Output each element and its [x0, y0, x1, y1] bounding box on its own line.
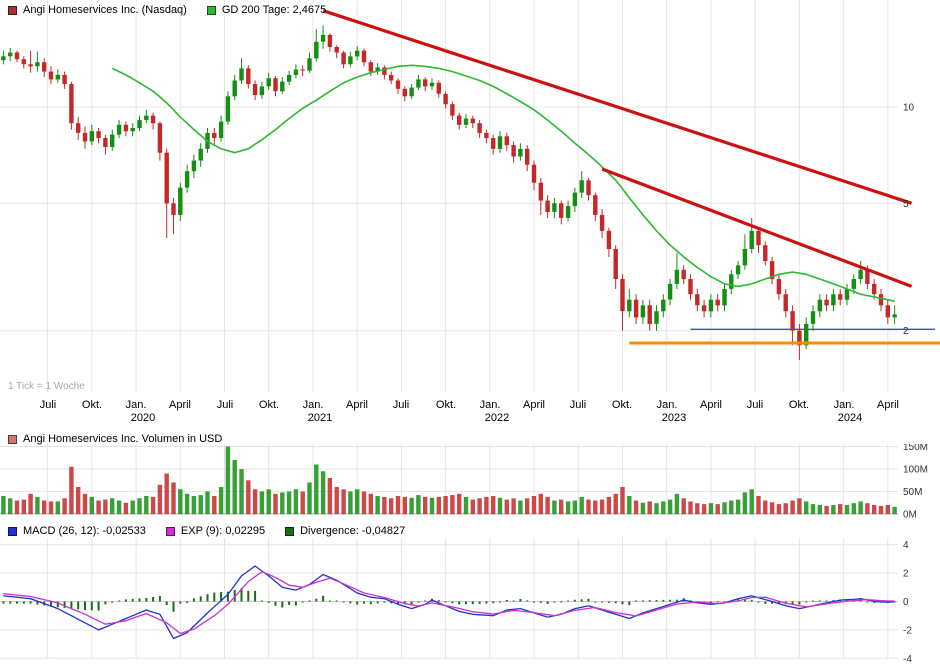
x-axis: Juli Okt. Jan. April Juli Okt. Jan. April Juli Ok…: [0, 396, 940, 430]
x-axis-year-label: 2021: [307, 412, 333, 424]
volume-legend-item: Angi Homeservices Inc. Volumen in USD: [8, 433, 222, 445]
macd-marker-icon: [8, 526, 17, 536]
svg-text:2: 2: [903, 569, 909, 580]
x-axis-month-label: Jan.: [479, 399, 501, 411]
price-series-marker-icon: [8, 5, 17, 15]
x-axis-year-label: 2022: [484, 412, 510, 424]
macd-panel-canvas[interactable]: 4 2 0 -2 -4: [0, 538, 940, 669]
x-axis-month-label: Okt.: [435, 399, 457, 411]
x-axis-month-label: Juli: [39, 399, 57, 411]
price-panel-canvas[interactable]: 10 5 2: [0, 0, 940, 396]
x-axis-month-label: Okt.: [788, 399, 810, 411]
x-axis-month-label: Jan.: [833, 399, 855, 411]
x-axis-month-label: Jan.: [656, 399, 678, 411]
x-axis-month-label: Okt.: [258, 399, 280, 411]
divergence-marker-icon: [285, 526, 295, 536]
x-axis-month-label: Juli: [392, 399, 410, 411]
exp-legend-item: EXP (9): 0,02295: [165, 525, 266, 537]
svg-text:4: 4: [903, 540, 909, 551]
exp-marker-icon: [165, 526, 175, 536]
macd-label: MACD (26, 12): -0,02533: [23, 525, 146, 537]
svg-text:-4: -4: [903, 654, 912, 665]
macd-legend: MACD (26, 12): -0,02533 EXP (9): 0,02295…: [8, 525, 405, 537]
ma200-marker-icon: [206, 5, 216, 15]
x-axis-year-label: 2023: [661, 412, 687, 424]
svg-text:5: 5: [903, 199, 909, 210]
price-legend: Angi Homeservices Inc. (Nasdaq) GD 200 T…: [8, 4, 326, 16]
svg-text:150M: 150M: [903, 444, 928, 453]
x-axis-month-label: Okt.: [81, 399, 103, 411]
volume-marker-icon: [8, 434, 17, 444]
x-axis-month-label: April: [522, 399, 545, 411]
chart-title: Angi Homeservices Inc. (Nasdaq): [23, 4, 187, 16]
x-axis-year-label: 2020: [130, 412, 156, 424]
x-axis-month-label: April: [876, 399, 899, 411]
x-axis-year-label: 2024: [837, 412, 863, 424]
ma200-label: GD 200 Tage: 2,4675: [221, 4, 327, 16]
svg-text:-2: -2: [903, 625, 912, 636]
volume-panel-canvas[interactable]: 150M 100M 50M 0M: [0, 444, 940, 524]
svg-text:0: 0: [903, 597, 909, 608]
macd-legend-item: MACD (26, 12): -0,02533: [8, 525, 146, 537]
svg-text:2: 2: [903, 326, 909, 337]
svg-text:100M: 100M: [903, 465, 928, 476]
x-axis-month-label: Jan.: [302, 399, 324, 411]
svg-text:50M: 50M: [903, 487, 922, 498]
x-axis-month-label: April: [168, 399, 191, 411]
volume-legend: Angi Homeservices Inc. Volumen in USD: [8, 433, 222, 445]
tick-note: 1 Tick = 1 Woche: [8, 381, 85, 392]
x-axis-month-label: Okt.: [611, 399, 633, 411]
svg-text:10: 10: [903, 103, 915, 114]
ma200-legend-item: GD 200 Tage: 2,4675: [206, 4, 327, 16]
svg-text:0M: 0M: [903, 510, 917, 521]
volume-title: Angi Homeservices Inc. Volumen in USD: [23, 433, 223, 445]
x-axis-month-label: Juli: [569, 399, 587, 411]
divergence-legend-item: Divergence: -0,04827: [285, 525, 405, 537]
price-series-legend-item: Angi Homeservices Inc. (Nasdaq): [8, 4, 187, 16]
x-axis-month-label: April: [345, 399, 368, 411]
x-axis-month-label: Jan.: [125, 399, 147, 411]
x-axis-month-label: Juli: [216, 399, 234, 411]
divergence-label: Divergence: -0,04827: [300, 525, 406, 537]
exp-label: EXP (9): 0,02295: [180, 525, 266, 537]
x-axis-month-label: April: [699, 399, 722, 411]
x-axis-month-label: Juli: [746, 399, 764, 411]
